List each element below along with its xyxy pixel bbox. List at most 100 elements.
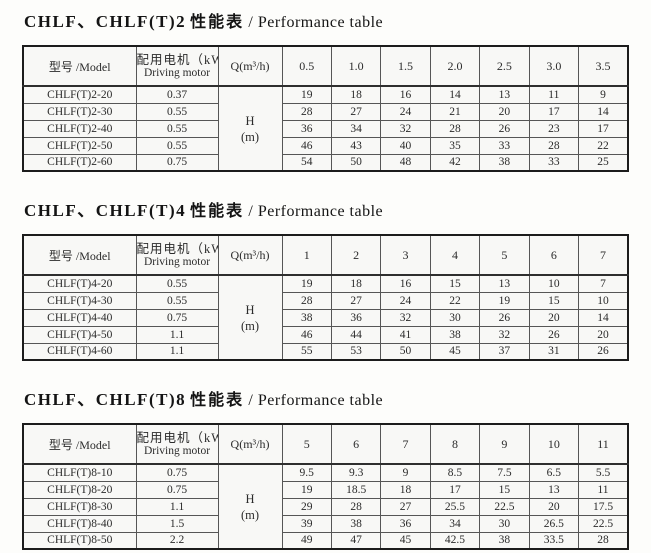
cell-head-value: 38 [330,514,382,533]
cell-head-value: 32 [479,325,530,344]
col-header-flow-value: 1 [281,234,332,276]
col-header-flow-value: 8 [429,423,481,465]
cell-head-value: 22.5 [578,514,629,533]
table-title-chlf2: CHLF、CHLF(T)2 性能表 / Performance table [24,7,651,32]
cell-head-value: 13 [528,480,580,499]
cell-head-value: 28 [281,102,332,121]
table-title-cn: 性能表 [190,14,245,31]
table-title-chlf4: CHLF、CHLF(T)4 性能表 / Performance table [24,196,651,221]
table-row: CHLF(T)8-30 1.1 29 28 27 25.5 22.5 20 17.5 [22,497,629,516]
cell-head-value: 27 [330,291,382,310]
table-body: CHLF(T)8-10 0.75 H (m) 9.5 9.3 9 8.5 7.5 6.5 5.5 CH… [22,463,629,550]
cell-head-value: 8.5 [429,463,481,482]
cell-model: CHLF(T)8-20 [22,480,137,499]
driving-motor-label-en: Driving motor [143,66,211,79]
cell-head-value: 28 [528,136,580,155]
col-header-flow-rate: Q(m³/h) [217,423,283,465]
cell-head-value: 31 [528,342,580,361]
head-unit: (m) [240,318,260,333]
cell-motor-power: 0.75 [135,463,219,482]
cell-head-value: 40 [380,136,431,155]
table-row: CHLF(T)8-50 2.2 49 47 45 42.5 38 33.5 28 [22,531,629,550]
cell-model: CHLF(T)8-40 [22,514,137,533]
cell-head-value: 9.3 [330,463,382,482]
driving-motor-label-cn: 配用电机（kW） [136,52,217,67]
table-row: CHLF(T)4-50 1.1 46 44 41 38 32 26 20 [22,325,629,344]
cell-head-value: 55 [281,342,332,361]
table-row: CHLF(T)8-40 1.5 39 38 36 34 30 26.5 22.5 [22,514,629,533]
table-title-en: / Performance table [248,392,384,409]
cell-head-value: 7.5 [479,463,530,482]
cell-head-value: 24 [380,102,431,121]
cell-head-value: 50 [330,153,382,172]
cell-head-unit: H (m) [217,85,283,172]
cell-head-value: 16 [380,85,431,104]
cell-head-value: 13 [479,274,530,293]
col-header-flow-value: 3.5 [578,45,629,87]
cell-head-value: 14 [429,85,481,104]
cell-head-value: 30 [429,308,481,327]
cell-head-value: 21 [429,102,481,121]
cell-head-value: 20 [528,308,580,327]
cell-head-value: 37 [479,342,530,361]
cell-head-value: 26 [528,325,580,344]
col-header-flow-value: 4 [429,234,481,276]
cell-head-value: 22 [578,136,629,155]
cell-model: CHLF(T)2-20 [22,85,137,104]
driving-motor-label-en: Driving motor [143,255,211,268]
head-unit: (m) [240,507,260,522]
cell-motor-power: 1.1 [135,325,219,344]
table-title-chlf8: CHLF、CHLF(T)8 性能表 / Performance table [24,385,651,410]
cell-head-value: 18 [330,85,382,104]
cell-model: CHLF(T)2-30 [22,102,137,121]
driving-motor-label-en: Driving motor [143,444,211,457]
col-header-flow-value: 3 [380,234,431,276]
cell-head-value: 19 [281,85,332,104]
cell-head-value: 34 [429,514,481,533]
cell-head-value: 33.5 [528,531,580,550]
cell-head-value: 45 [429,342,481,361]
cell-head-value: 14 [578,308,629,327]
col-header-driving-motor: 配用电机（kW）Driving motor [135,234,219,276]
cell-head-value: 43 [330,136,382,155]
cell-head-value: 24 [380,291,431,310]
cell-head-value: 32 [380,308,431,327]
cell-head-value: 9 [578,85,629,104]
head-symbol: H [245,491,255,506]
table-row: CHLF(T)2-30 0.55 28 27 24 21 20 17 14 [22,102,629,121]
cell-model: CHLF(T)4-20 [22,274,137,293]
cell-model: CHLF(T)8-30 [22,497,137,516]
table-title-model-range: CHLF、CHLF(T)2 [24,12,187,31]
cell-head-value: 13 [479,85,530,104]
cell-head-value: 46 [281,325,332,344]
cell-model: CHLF(T)8-10 [22,463,137,482]
col-header-flow-value: 0.5 [281,45,332,87]
cell-head-unit: H (m) [217,463,283,550]
cell-head-value: 15 [479,480,530,499]
col-header-flow-value: 2.5 [479,45,530,87]
cell-head-value: 19 [281,480,332,499]
col-header-flow-value: 1.5 [380,45,431,87]
table-row: CHLF(T)2-60 0.75 54 50 48 42 38 33 25 [22,153,629,172]
col-header-flow-value: 2 [330,234,382,276]
table-title-model-range: CHLF、CHLF(T)4 [24,201,187,220]
cell-head-value: 41 [380,325,431,344]
cell-head-unit: H (m) [217,274,283,361]
col-header-model: 型号 /Model [22,234,137,276]
cell-head-value: 5.5 [578,463,629,482]
cell-head-value: 17.5 [578,497,629,516]
col-header-model: 型号 /Model [22,423,137,465]
table-row: CHLF(T)2-20 0.37 H (m) 19 18 16 14 13 11 9 [22,85,629,172]
cell-head-value: 10 [578,291,629,310]
cell-head-value: 42.5 [429,531,481,550]
cell-motor-power: 1.5 [135,514,219,533]
cell-head-value: 33 [479,136,530,155]
table-row: CHLF(T)4-30 0.55 28 27 24 22 19 15 10 [22,291,629,310]
table-body: CHLF(T)2-20 0.37 H (m) 19 18 16 14 13 11 9 CHLF(T)2… [22,85,629,172]
cell-head-value: 18 [330,274,382,293]
cell-head-value: 17 [528,102,580,121]
cell-head-value: 17 [578,119,629,138]
cell-head-value: 17 [429,480,481,499]
